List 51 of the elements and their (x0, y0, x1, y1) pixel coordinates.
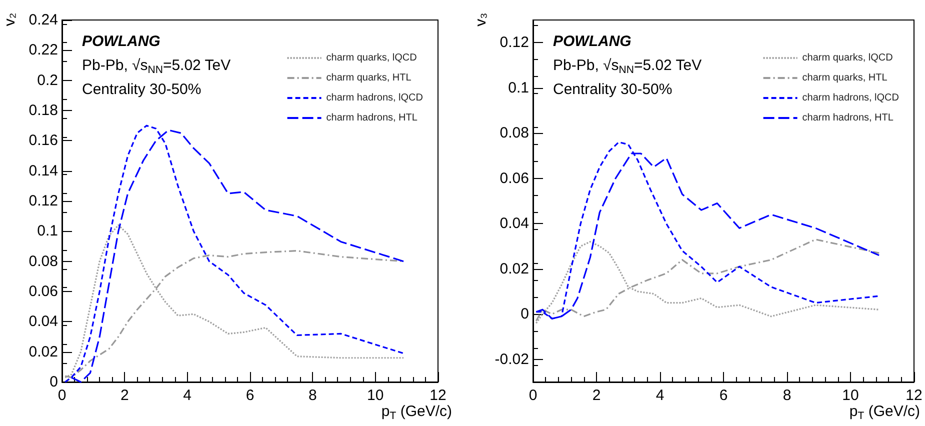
x-tick-label: 12 (906, 387, 922, 404)
x-tick-label: 10 (366, 387, 384, 404)
y-tick-label: 0.06 (28, 283, 58, 300)
y-axis-title: v₃ (472, 12, 490, 28)
x-tick-label: 12 (430, 387, 446, 404)
legend-label: charm hadrons, HTL (802, 112, 894, 124)
annotation: POWLANG (553, 33, 632, 50)
y-tick-label: -0.02 (494, 350, 529, 368)
y-tick-label: 0.04 (28, 313, 58, 330)
y-tick-label: 0.08 (500, 124, 529, 142)
x-tick-label: 10 (842, 387, 859, 404)
annotation: POWLANG (82, 33, 160, 50)
y-tick-label: 0.08 (28, 252, 58, 270)
legend-label: charm hadrons, lQCD (802, 92, 900, 104)
x-axis-title: p$_{T}$ (GeV/c) (381, 403, 452, 422)
y-tick-label: 0.18 (28, 102, 58, 119)
y-tick-label: 0.12 (28, 192, 58, 210)
x-tick-label: 8 (782, 387, 792, 404)
legend-label: charm quarks, HTL (802, 72, 888, 84)
legend-label: charm quarks, lQCD (802, 52, 893, 64)
annotation: Pb-Pb, √s$_{NN}$=5.02 TeV (553, 57, 702, 76)
y-tick-label: 0 (50, 374, 58, 390)
annotation: Pb-Pb, √s$_{NN}$=5.02 TeV (82, 57, 231, 76)
y-tick-label: 0.16 (28, 132, 58, 150)
y-tick-label: 0 (520, 306, 529, 323)
y-tick-label: 0.24 (28, 12, 58, 28)
y-tick-label: 0.22 (28, 42, 58, 59)
annotation: Centrality 30-50% (553, 81, 672, 98)
y-tick-label: 0.04 (500, 215, 529, 232)
legend-label: charm quarks, HTL (326, 72, 412, 84)
y-tick-label: 0.12 (500, 34, 529, 52)
x-tick-label: 6 (246, 387, 254, 404)
x-tick-label: 2 (592, 387, 601, 404)
x-tick-label: 4 (656, 387, 664, 404)
legend-label: charm hadrons, lQCD (326, 92, 424, 104)
x-tick-label: 4 (183, 387, 192, 404)
y-tick-label: 0.1 (37, 222, 58, 240)
y-tick-label: 0.02 (28, 343, 58, 360)
x-tick-label: 8 (308, 387, 317, 404)
legend-label: charm quarks, lQCD (326, 52, 417, 64)
x-tick-label: 2 (120, 387, 129, 404)
x-axis-title: p$_{T}$ (GeV/c) (849, 403, 920, 422)
y-tick-label: 0.02 (500, 260, 529, 278)
y-tick-label: 0.06 (500, 170, 529, 187)
legend-label: charm hadrons, HTL (326, 112, 418, 124)
y-tick-label: 0.1 (508, 79, 529, 96)
y-tick-label: 0.14 (28, 162, 58, 180)
x-tick-label: 6 (719, 387, 728, 404)
annotation: Centrality 30-50% (82, 81, 202, 98)
y-tick-label: 0.2 (37, 72, 58, 89)
y-axis-title: v₂ (2, 12, 18, 28)
